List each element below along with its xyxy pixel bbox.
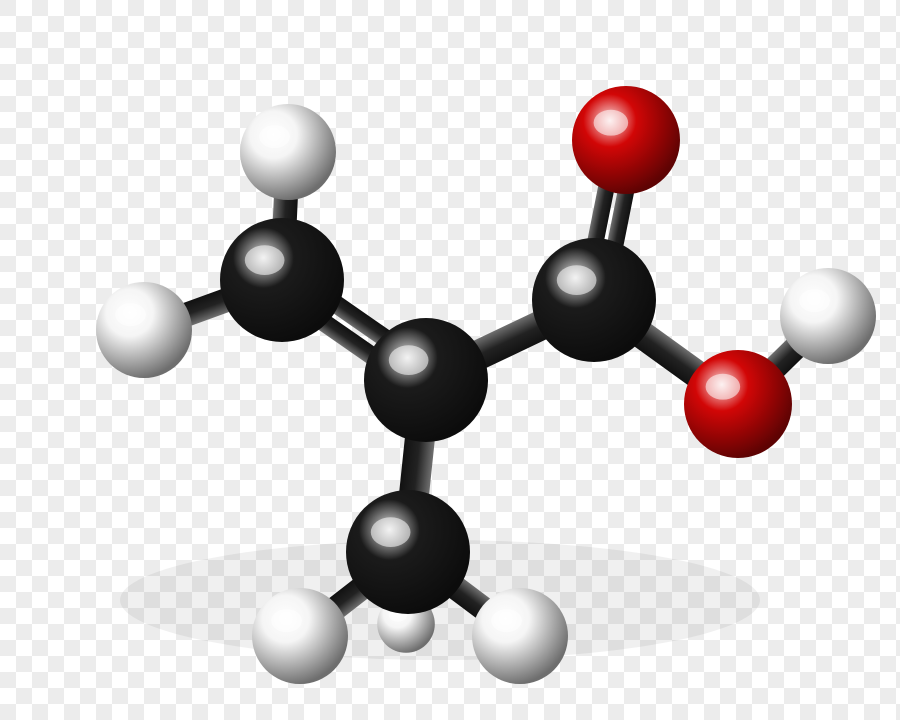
atom-h bbox=[780, 268, 876, 364]
atom-c bbox=[346, 490, 470, 614]
molecule-canvas bbox=[0, 0, 900, 720]
atom-c bbox=[532, 238, 656, 362]
atom-c bbox=[220, 218, 344, 342]
atom-h bbox=[96, 282, 192, 378]
molecule-svg bbox=[0, 0, 900, 720]
atom-h bbox=[472, 588, 568, 684]
atom-h bbox=[240, 104, 336, 200]
atom-o bbox=[684, 350, 792, 458]
atom-h bbox=[252, 588, 348, 684]
atom-o bbox=[572, 86, 680, 194]
atom-c bbox=[364, 318, 488, 442]
